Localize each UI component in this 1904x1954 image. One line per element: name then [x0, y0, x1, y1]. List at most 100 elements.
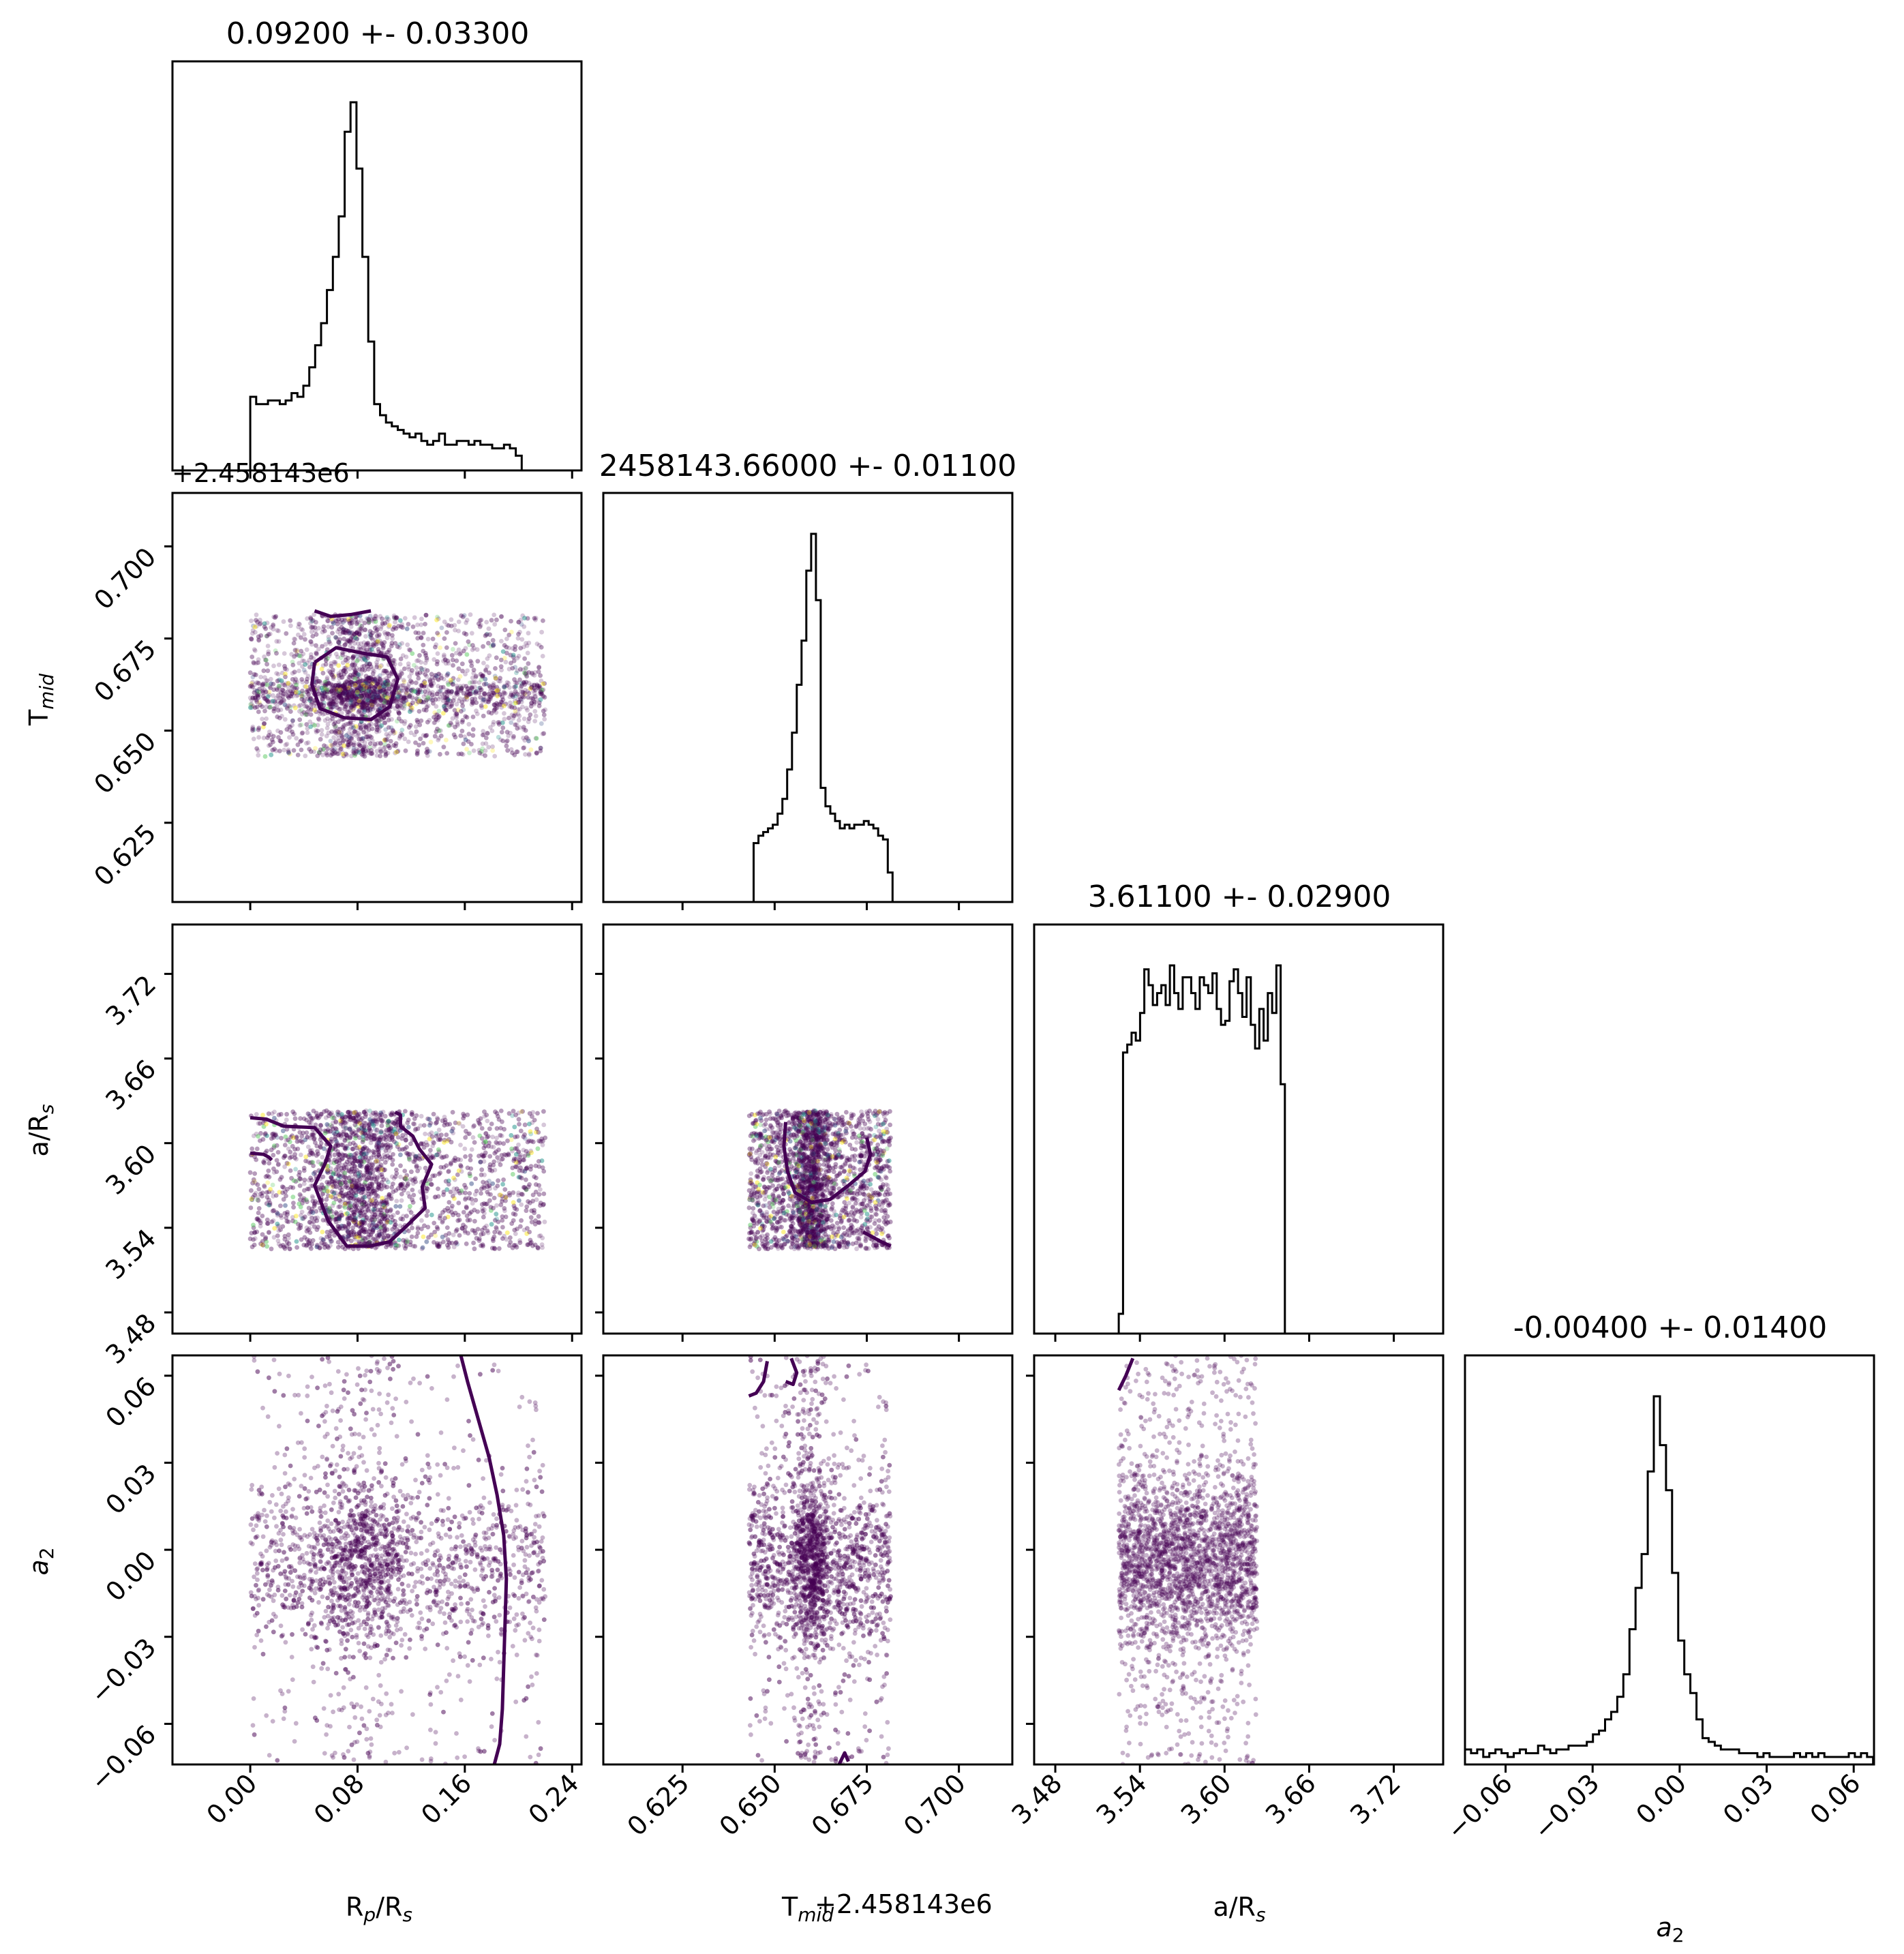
scatter-point — [301, 694, 307, 700]
scatter-point — [354, 689, 360, 695]
scatter-point — [287, 735, 292, 740]
scatter-point — [492, 612, 497, 618]
scatter-point — [477, 751, 483, 755]
scatter-point — [341, 683, 346, 688]
scatter-point — [419, 700, 425, 705]
scatter-point — [337, 690, 342, 695]
scatter-point — [413, 680, 419, 686]
scatter-point — [363, 674, 369, 679]
scatter-point — [459, 661, 465, 667]
scatter-point — [292, 636, 297, 642]
scatter-point — [448, 721, 453, 725]
scatter-point — [299, 738, 304, 743]
scatter-point — [490, 637, 496, 643]
scatter-point — [368, 751, 374, 756]
scatter-point — [442, 636, 447, 641]
scatter-point — [308, 749, 314, 754]
scatter-point — [254, 697, 259, 703]
scatter-point — [358, 702, 363, 707]
scatter-point — [515, 726, 520, 731]
scatter-point — [541, 708, 546, 714]
scatter-point — [368, 689, 374, 695]
scatter-point — [369, 748, 374, 753]
scatter-point — [330, 716, 335, 721]
scatter-point — [541, 618, 545, 623]
scatter-point — [357, 644, 362, 650]
scatter-point — [352, 695, 357, 700]
scatter-point — [542, 681, 547, 686]
scatter-point — [337, 682, 342, 687]
scatter-point — [299, 738, 304, 743]
scatter-point — [348, 687, 354, 693]
scatter-point — [367, 723, 372, 728]
scatter-point — [509, 661, 513, 665]
scatter-point — [537, 683, 542, 689]
scatter-point — [459, 613, 464, 618]
scatter-point — [360, 705, 365, 710]
scatter-point — [353, 689, 359, 694]
scatter-point — [262, 682, 268, 687]
scatter-point — [372, 694, 376, 700]
scatter-point — [330, 702, 335, 707]
scatter-point — [462, 631, 467, 636]
scatter-point — [483, 699, 489, 704]
scatter-point — [304, 722, 309, 727]
scatter-point — [417, 698, 423, 704]
scatter-point — [521, 725, 526, 730]
scatter-point — [539, 678, 544, 684]
scatter-point — [342, 753, 346, 759]
scatter-point — [326, 730, 331, 736]
scatter-point — [329, 747, 335, 752]
scatter-point — [432, 720, 438, 725]
scatter-point — [385, 682, 391, 687]
scatter-point — [385, 631, 390, 636]
scatter-point — [493, 676, 498, 681]
scatter-point — [330, 631, 335, 636]
scatter-point — [500, 738, 506, 743]
scatter-point — [367, 697, 373, 702]
scatter-point — [434, 717, 438, 722]
scatter-point — [452, 708, 457, 713]
scatter-point — [519, 681, 524, 687]
scatter-point — [307, 665, 312, 670]
scatter-point — [387, 687, 392, 692]
scatter-point — [292, 706, 298, 710]
scatter-point — [347, 709, 352, 715]
scatter-point — [390, 633, 395, 638]
scatter-point — [503, 659, 509, 665]
scatter-point — [345, 694, 350, 700]
scatter-point — [514, 749, 519, 755]
scatter-point — [406, 739, 411, 745]
scatter-point — [472, 697, 478, 702]
scatter-point — [277, 701, 282, 706]
scatter-point — [391, 627, 395, 632]
scatter-point — [284, 727, 290, 732]
scatter-point — [436, 689, 441, 694]
scatter-point — [321, 693, 326, 699]
scatter-point — [352, 740, 357, 745]
scatter-point — [500, 720, 505, 725]
scatter-point — [290, 659, 295, 665]
scatter-point — [387, 686, 392, 691]
scatter-point — [397, 734, 403, 739]
scatter-point — [382, 749, 388, 755]
scatter-point — [482, 691, 487, 697]
scatter-point — [526, 670, 532, 675]
scatter-point — [532, 700, 537, 705]
scatter-point — [390, 636, 395, 642]
scatter-point — [397, 661, 403, 667]
scatter-point — [371, 642, 376, 647]
scatter-point — [366, 727, 372, 732]
scatter-point — [367, 675, 372, 680]
scatter-point — [250, 674, 256, 680]
scatter-point — [346, 721, 351, 726]
scatter-point — [460, 668, 465, 674]
scatter-point — [416, 700, 421, 705]
scatter-point — [288, 623, 293, 629]
scatter-point — [487, 697, 492, 702]
scatter-point — [349, 704, 354, 709]
scatter-point — [423, 733, 429, 738]
scatter-point — [333, 682, 338, 688]
scatter-point — [337, 682, 342, 688]
scatter-point — [380, 682, 386, 687]
